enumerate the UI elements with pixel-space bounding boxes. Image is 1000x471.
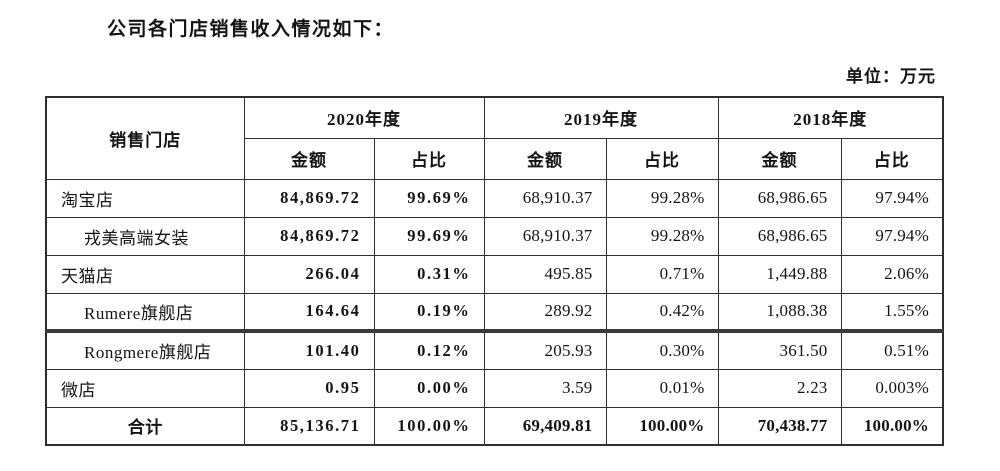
store-name-cell: 淘宝店 (45, 178, 245, 218)
ratio-2018-cell: 97.94% (840, 216, 944, 256)
total-label-cell: 合计 (45, 406, 245, 446)
ratio-2019-cell: 99.28% (605, 178, 719, 218)
total-ratio-2019-cell: 100.00% (605, 406, 719, 446)
table-row-taobao: 淘宝店 84,869.72 99.69% 68,910.37 99.28% 68… (45, 178, 944, 218)
amount-2020-cell: 164.64 (243, 292, 375, 332)
header-ratio-2019: 占比 (605, 137, 719, 180)
header-amount-2019: 金额 (483, 137, 607, 180)
header-amount-2018: 金额 (717, 137, 842, 180)
document-title: 公司各门店销售收入情况如下： (107, 19, 395, 40)
table-row-rumere-flagship: Rumere旗舰店 164.64 0.19% 289.92 0.42% 1,08… (45, 292, 944, 332)
table-row-total: 合计 85,136.71 100.00% 69,409.81 100.00% 7… (45, 406, 944, 446)
amount-2019-cell: 289.92 (483, 292, 607, 332)
ratio-2020-cell: 0.19% (373, 292, 485, 332)
ratio-2018-cell: 0.003% (840, 368, 944, 408)
header-store-column: 销售门店 (45, 96, 245, 180)
store-sales-revenue-table: 销售门店 2020年度 2019年度 2018年度 金额 占比 金额 占比 金额… (45, 96, 944, 446)
table-header-measure-row: 金额 占比 金额 占比 金额 占比 (46, 137, 944, 180)
ratio-2019-cell: 0.01% (605, 368, 719, 408)
table-row-tmall: 天猫店 266.04 0.31% 495.85 0.71% 1,449.88 2… (45, 254, 944, 294)
header-ratio-2020: 占比 (373, 137, 485, 180)
table-header-year-row: 销售门店 2020年度 2019年度 2018年度 (45, 96, 944, 180)
ratio-2019-cell: 99.28% (605, 216, 719, 256)
ratio-2020-cell: 0.31% (373, 254, 485, 294)
amount-2020-cell: 84,869.72 (243, 178, 375, 218)
header-amount-2020: 金额 (243, 137, 375, 180)
total-amount-2018-cell: 70,438.77 (717, 406, 842, 446)
amount-2019-cell: 68,910.37 (483, 178, 607, 218)
amount-2019-cell: 3.59 (483, 368, 607, 408)
amount-2019-cell: 205.93 (483, 329, 607, 370)
ratio-2020-cell: 99.69% (373, 216, 485, 256)
amount-2019-cell: 495.85 (483, 254, 607, 294)
amount-2020-cell: 84,869.72 (243, 216, 375, 256)
header-year-2018: 2018年度 (717, 96, 944, 139)
store-name-cell: 戎美高端女装 (45, 216, 245, 256)
amount-2018-cell: 68,986.65 (717, 178, 842, 218)
amount-2018-cell: 2.23 (717, 368, 842, 408)
ratio-2019-cell: 0.30% (605, 329, 719, 370)
table-row-rumi-womenswear: 戎美高端女装 84,869.72 99.69% 68,910.37 99.28%… (45, 216, 944, 256)
table-row-rongmere-flagship: Rongmere旗舰店 101.40 0.12% 205.93 0.30% 36… (45, 329, 944, 370)
ratio-2018-cell: 97.94% (840, 178, 944, 218)
amount-2020-cell: 266.04 (243, 254, 375, 294)
store-name-cell: 天猫店 (45, 254, 245, 294)
total-amount-2020-cell: 85,136.71 (243, 406, 375, 446)
ratio-2018-cell: 2.06% (840, 254, 944, 294)
amount-2018-cell: 1,449.88 (717, 254, 842, 294)
ratio-2020-cell: 0.00% (373, 368, 485, 408)
ratio-2019-cell: 0.42% (605, 292, 719, 332)
ratio-2018-cell: 1.55% (840, 292, 944, 332)
amount-2019-cell: 68,910.37 (483, 216, 607, 256)
total-amount-2019-cell: 69,409.81 (483, 406, 607, 446)
unit-label: 单位：万元 (846, 67, 936, 86)
amount-2018-cell: 361.50 (717, 329, 842, 370)
amount-2020-cell: 101.40 (243, 329, 375, 370)
table-row-weidian: 微店 0.95 0.00% 3.59 0.01% 2.23 0.003% (45, 368, 944, 408)
ratio-2020-cell: 0.12% (373, 329, 485, 370)
ratio-2018-cell: 0.51% (840, 329, 944, 370)
total-ratio-2018-cell: 100.00% (840, 406, 944, 446)
header-year-2019: 2019年度 (483, 96, 719, 139)
store-name-cell: 微店 (45, 368, 245, 408)
store-name-cell: Rongmere旗舰店 (45, 329, 245, 370)
ratio-2020-cell: 99.69% (373, 178, 485, 218)
ratio-2019-cell: 0.71% (605, 254, 719, 294)
amount-2018-cell: 1,088.38 (717, 292, 842, 332)
header-ratio-2018: 占比 (840, 137, 944, 180)
store-name-cell: Rumere旗舰店 (45, 292, 245, 332)
amount-2020-cell: 0.95 (243, 368, 375, 408)
amount-2018-cell: 68,986.65 (717, 216, 842, 256)
total-ratio-2020-cell: 100.00% (373, 406, 485, 446)
header-year-2020: 2020年度 (243, 96, 485, 139)
